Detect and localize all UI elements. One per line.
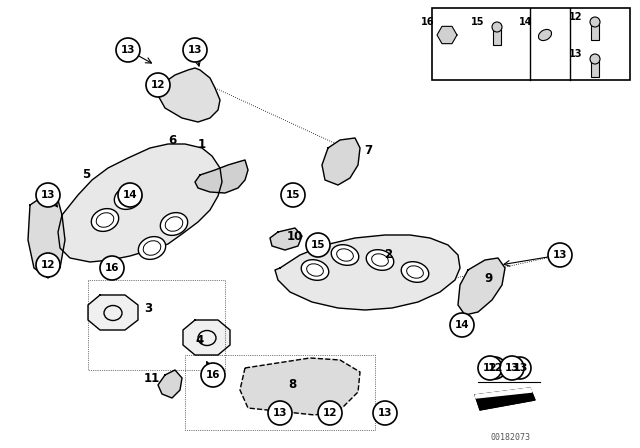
Text: 13: 13 — [378, 408, 392, 418]
Polygon shape — [270, 228, 302, 250]
Circle shape — [183, 38, 207, 62]
Text: 13: 13 — [121, 45, 135, 55]
Circle shape — [484, 357, 506, 379]
Circle shape — [548, 243, 572, 267]
Circle shape — [478, 356, 502, 380]
Text: 4: 4 — [196, 333, 204, 346]
Text: 15: 15 — [311, 240, 325, 250]
Polygon shape — [240, 358, 360, 415]
Text: 13: 13 — [568, 49, 582, 59]
Text: 15: 15 — [470, 17, 484, 27]
Circle shape — [36, 183, 60, 207]
Ellipse shape — [138, 237, 166, 259]
Text: 8: 8 — [288, 379, 296, 392]
Circle shape — [318, 401, 342, 425]
Text: 13: 13 — [553, 250, 567, 260]
Polygon shape — [155, 68, 220, 122]
Text: 10: 10 — [287, 231, 303, 244]
Text: 13: 13 — [512, 363, 528, 373]
Circle shape — [100, 256, 124, 280]
Text: 14: 14 — [518, 17, 532, 27]
Text: 3: 3 — [144, 302, 152, 314]
Circle shape — [116, 38, 140, 62]
Ellipse shape — [115, 187, 141, 209]
Circle shape — [450, 313, 474, 337]
Circle shape — [146, 73, 170, 97]
Circle shape — [492, 22, 502, 32]
Ellipse shape — [401, 262, 429, 282]
Circle shape — [590, 17, 600, 27]
Text: 00182073: 00182073 — [490, 434, 530, 443]
Text: 13: 13 — [273, 408, 287, 418]
Polygon shape — [275, 235, 460, 310]
Text: 13: 13 — [41, 190, 55, 200]
Text: 12: 12 — [568, 12, 582, 22]
Polygon shape — [475, 388, 535, 410]
Circle shape — [201, 363, 225, 387]
Circle shape — [373, 401, 397, 425]
Polygon shape — [88, 295, 138, 330]
Text: 14: 14 — [454, 320, 469, 330]
Text: 16: 16 — [105, 263, 119, 273]
Text: 14: 14 — [123, 190, 138, 200]
Bar — [591, 57, 599, 77]
Polygon shape — [28, 195, 65, 278]
Circle shape — [268, 401, 292, 425]
Polygon shape — [183, 320, 230, 355]
Circle shape — [590, 54, 600, 64]
Circle shape — [509, 357, 531, 379]
Circle shape — [500, 356, 524, 380]
Ellipse shape — [301, 260, 329, 280]
Circle shape — [36, 253, 60, 277]
Ellipse shape — [332, 245, 359, 265]
Text: 16: 16 — [205, 370, 220, 380]
Bar — [591, 20, 599, 40]
Polygon shape — [195, 160, 248, 193]
Text: 13: 13 — [188, 45, 202, 55]
Text: 6: 6 — [168, 134, 176, 146]
Ellipse shape — [160, 213, 188, 235]
Circle shape — [281, 183, 305, 207]
Circle shape — [118, 183, 142, 207]
Text: 15: 15 — [285, 190, 300, 200]
Text: 9: 9 — [484, 271, 492, 284]
Text: 7: 7 — [364, 143, 372, 156]
Polygon shape — [458, 258, 505, 315]
Text: 16: 16 — [420, 17, 434, 27]
Text: 2: 2 — [384, 249, 392, 262]
Polygon shape — [475, 388, 532, 398]
Text: 12: 12 — [487, 363, 503, 373]
Text: 12: 12 — [323, 408, 337, 418]
Bar — [493, 25, 501, 45]
Text: 11: 11 — [144, 371, 160, 384]
Polygon shape — [58, 144, 222, 262]
Polygon shape — [437, 26, 457, 43]
Text: 12: 12 — [151, 80, 165, 90]
Text: 13: 13 — [505, 363, 519, 373]
FancyBboxPatch shape — [432, 8, 630, 80]
Text: 5: 5 — [82, 168, 90, 181]
Text: 1: 1 — [198, 138, 206, 151]
Text: 12: 12 — [483, 363, 497, 373]
Ellipse shape — [366, 250, 394, 270]
Circle shape — [306, 233, 330, 257]
Polygon shape — [322, 138, 360, 185]
Ellipse shape — [92, 209, 118, 231]
Ellipse shape — [538, 30, 552, 41]
Polygon shape — [158, 370, 182, 398]
Text: 12: 12 — [41, 260, 55, 270]
